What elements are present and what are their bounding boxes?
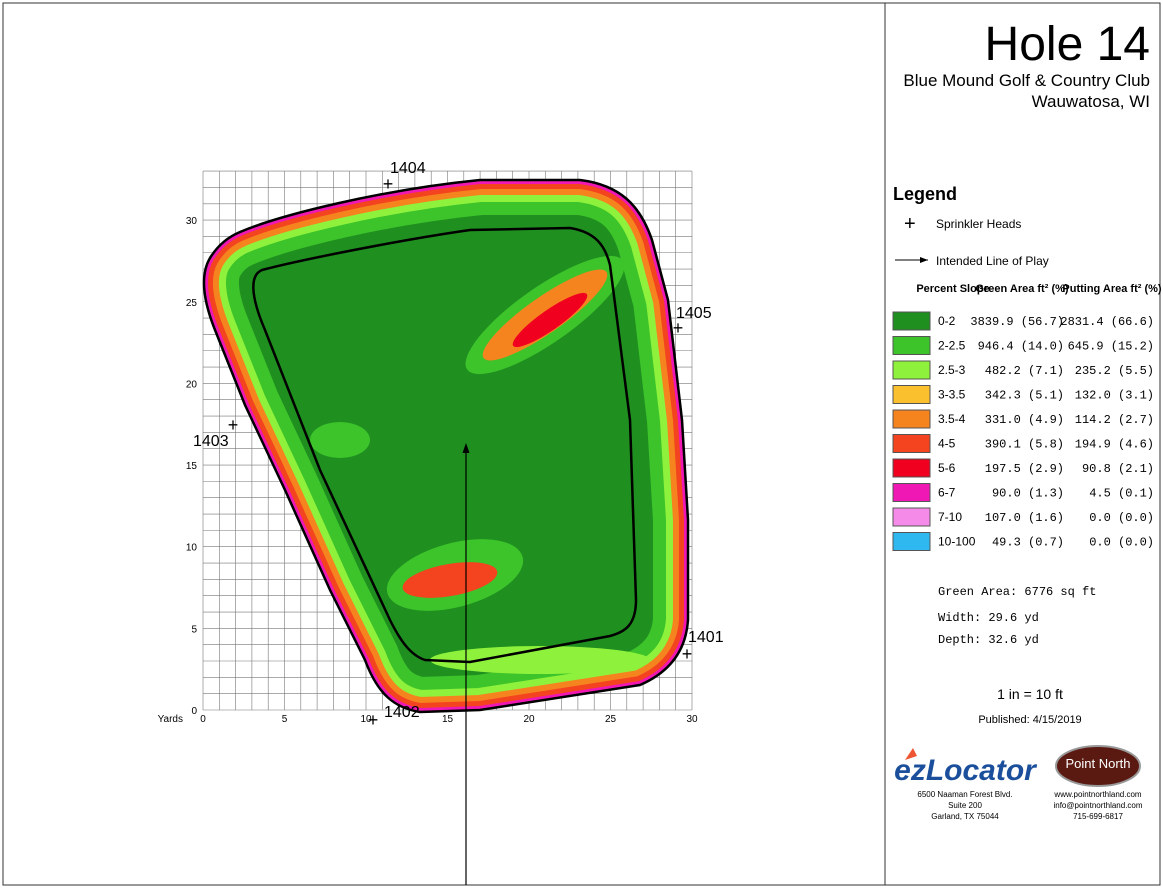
- sprinkler-label: 1403: [193, 433, 229, 450]
- x-tick-label: 30: [686, 714, 698, 725]
- sprinkler-head: +: [383, 174, 394, 194]
- sprinkler-label: 1402: [384, 704, 420, 721]
- legend-green-area: 946.4 (14.0): [978, 340, 1064, 354]
- y-tick-label: 10: [186, 543, 198, 554]
- legend-putting-area: 4.5 (0.1): [1089, 487, 1154, 501]
- address: Suite 200: [948, 801, 982, 810]
- stat: Width: 29.6 yd: [938, 611, 1039, 625]
- address: Garland, TX 75044: [931, 812, 999, 821]
- legend-slope: 6-7: [938, 486, 956, 500]
- sprinkler-label: 1405: [676, 305, 712, 322]
- slope-zone: [310, 422, 370, 458]
- legend-slope: 7-10: [938, 510, 962, 524]
- slope-zone: [402, 562, 498, 598]
- y-tick-label: 25: [186, 298, 198, 309]
- x-tick-label: 25: [605, 714, 617, 725]
- legend-putting-area: 194.9 (4.6): [1075, 438, 1154, 452]
- sprinkler-label: 1401: [688, 629, 724, 646]
- y-tick-label: 15: [186, 461, 198, 472]
- legend-slope: 4-5: [938, 437, 956, 451]
- legend-green-area: 3839.9 (56.7): [970, 315, 1064, 329]
- sprinkler-head: +: [682, 644, 693, 664]
- legend-slope: 5-6: [938, 461, 956, 475]
- legend-putting-area: 645.9 (15.2): [1068, 340, 1154, 354]
- x-tick-label: 10: [360, 714, 372, 725]
- x-tick-label: 20: [523, 714, 535, 725]
- y-tick-label: 0: [191, 706, 197, 717]
- sprinkler-head: +: [368, 710, 379, 730]
- line-of-play-arrow: [462, 443, 470, 453]
- legend-green-area: 342.3 (5.1): [985, 389, 1064, 403]
- legend-swatch: [892, 458, 931, 478]
- legend-slope: 2-2.5: [938, 339, 966, 353]
- axis-label: Yards: [158, 714, 183, 725]
- slope-zone: [512, 292, 588, 348]
- legend-putting-area: 0.0 (0.0): [1089, 511, 1154, 525]
- sprinkler-head: +: [228, 415, 239, 435]
- legend-swatch: [892, 385, 931, 404]
- location: Wauwatosa, WI: [1032, 92, 1150, 111]
- x-tick-label: 0: [200, 714, 206, 725]
- stat: Depth: 32.6 yd: [938, 633, 1039, 647]
- legend-green-area: 197.5 (2.9): [985, 462, 1064, 476]
- pn-logo-badge: [1055, 745, 1141, 787]
- legend-swatch: [892, 409, 931, 429]
- putting-area-outline: [252, 226, 638, 664]
- slope-zone: [430, 646, 650, 674]
- legend-green-area: 390.1 (5.8): [985, 438, 1064, 452]
- legend-column-header: Percent Slope: [916, 283, 989, 295]
- y-tick-label: 20: [186, 379, 198, 390]
- x-tick-label: 15: [442, 714, 454, 725]
- ez-logo-mark: [905, 748, 917, 760]
- legend-putting-area: 132.0 (3.1): [1075, 389, 1154, 403]
- legend-putting-area: 114.2 (2.7): [1075, 413, 1154, 427]
- club-name: Blue Mound Golf & Country Club: [903, 71, 1150, 90]
- legend-putting-area: 2831.4 (66.6): [1060, 315, 1154, 329]
- sprinkler-legend: Sprinkler Heads: [936, 217, 1021, 231]
- x-tick-label: 5: [282, 714, 288, 725]
- sprinkler-label: 1404: [390, 160, 426, 177]
- legend-green-area: 331.0 (4.9): [985, 413, 1064, 427]
- legend-green-area: 90.0 (1.3): [992, 487, 1064, 501]
- legend-swatch: [892, 360, 931, 380]
- y-tick-label: 30: [186, 216, 198, 227]
- legend-swatch: [892, 507, 931, 527]
- title: Hole 14: [985, 18, 1150, 71]
- legend-putting-area: 90.8 (2.1): [1082, 462, 1154, 476]
- contact: 715-699-6817: [1073, 812, 1123, 821]
- published: Published: 4/15/2019: [978, 714, 1081, 726]
- legend-green-area: 482.2 (7.1): [985, 364, 1064, 378]
- contact: info@pointnorthland.com: [1053, 801, 1142, 810]
- y-tick-label: 5: [191, 624, 197, 635]
- line-legend: Intended Line of Play: [936, 254, 1049, 268]
- legend-slope: 3-3.5: [938, 388, 966, 402]
- legend-title: Legend: [893, 184, 957, 204]
- sprinkler-head: +: [673, 318, 684, 338]
- legend-slope: 10-100: [938, 535, 976, 549]
- line-icon-arrow: [920, 257, 928, 263]
- legend-swatch: [892, 434, 931, 453]
- legend-green-area: 49.3 (0.7): [992, 536, 1064, 550]
- ez-logo: ezLocator: [894, 754, 1038, 787]
- legend-slope: 3.5-4: [938, 412, 966, 426]
- legend-column-header: Green Area ft² (%): [975, 283, 1068, 295]
- legend-column-header: Putting Area ft² (%): [1062, 283, 1162, 295]
- legend-putting-area: 235.2 (5.5): [1075, 364, 1154, 378]
- legend-putting-area: 0.0 (0.0): [1089, 536, 1154, 550]
- legend-slope: 0-2: [938, 314, 956, 328]
- legend-swatch: [892, 311, 931, 331]
- pn-logo: Point North: [1065, 756, 1130, 771]
- legend-green-area: 107.0 (1.6): [985, 511, 1064, 525]
- stat: Green Area: 6776 sq ft: [938, 585, 1096, 599]
- legend-swatch: [892, 336, 931, 355]
- sprinkler-icon: +: [904, 213, 916, 235]
- contact: www.pointnorthland.com: [1053, 790, 1141, 799]
- address: 6500 Naaman Forest Blvd.: [917, 790, 1012, 799]
- green-outline: [202, 178, 690, 714]
- legend-swatch: [892, 483, 931, 502]
- legend-slope: 2.5-3: [938, 363, 966, 377]
- legend-swatch: [892, 532, 931, 551]
- scale: 1 in = 10 ft: [997, 686, 1063, 702]
